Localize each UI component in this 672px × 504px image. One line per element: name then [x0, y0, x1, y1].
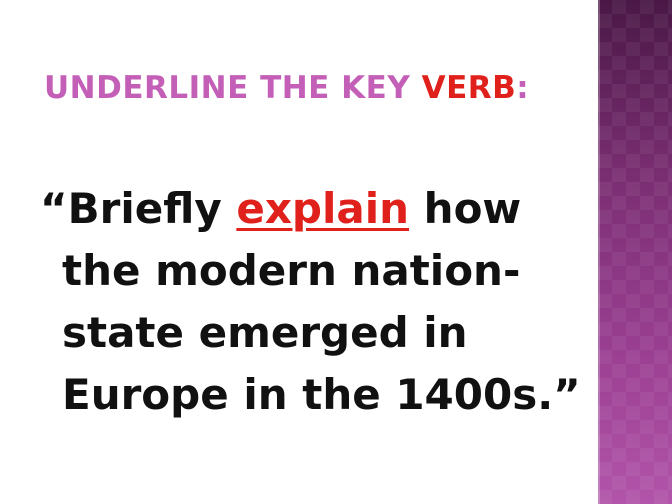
key-verb: explain [236, 184, 410, 233]
question-line-1: “Briefly explain how [40, 178, 585, 240]
open-quote: “ [40, 184, 68, 233]
question-line-2: the modern nation- [62, 246, 521, 295]
question-line-4: Europe in the 1400s.” [62, 370, 581, 419]
title-prefix: Underline the key [44, 70, 422, 106]
slide-title: Underline the key verb: [44, 70, 529, 106]
side-band-edge [598, 0, 600, 504]
title-highlight-word: verb [421, 70, 517, 106]
question-line-3: state emerged in [62, 308, 468, 357]
question-text: “Briefly explain how the modern nation- … [40, 178, 585, 426]
decorative-side-band [598, 0, 672, 504]
question-line-1-after: how [409, 184, 522, 233]
title-suffix: : [516, 70, 530, 106]
question-line-1-before: Briefly [67, 184, 237, 233]
